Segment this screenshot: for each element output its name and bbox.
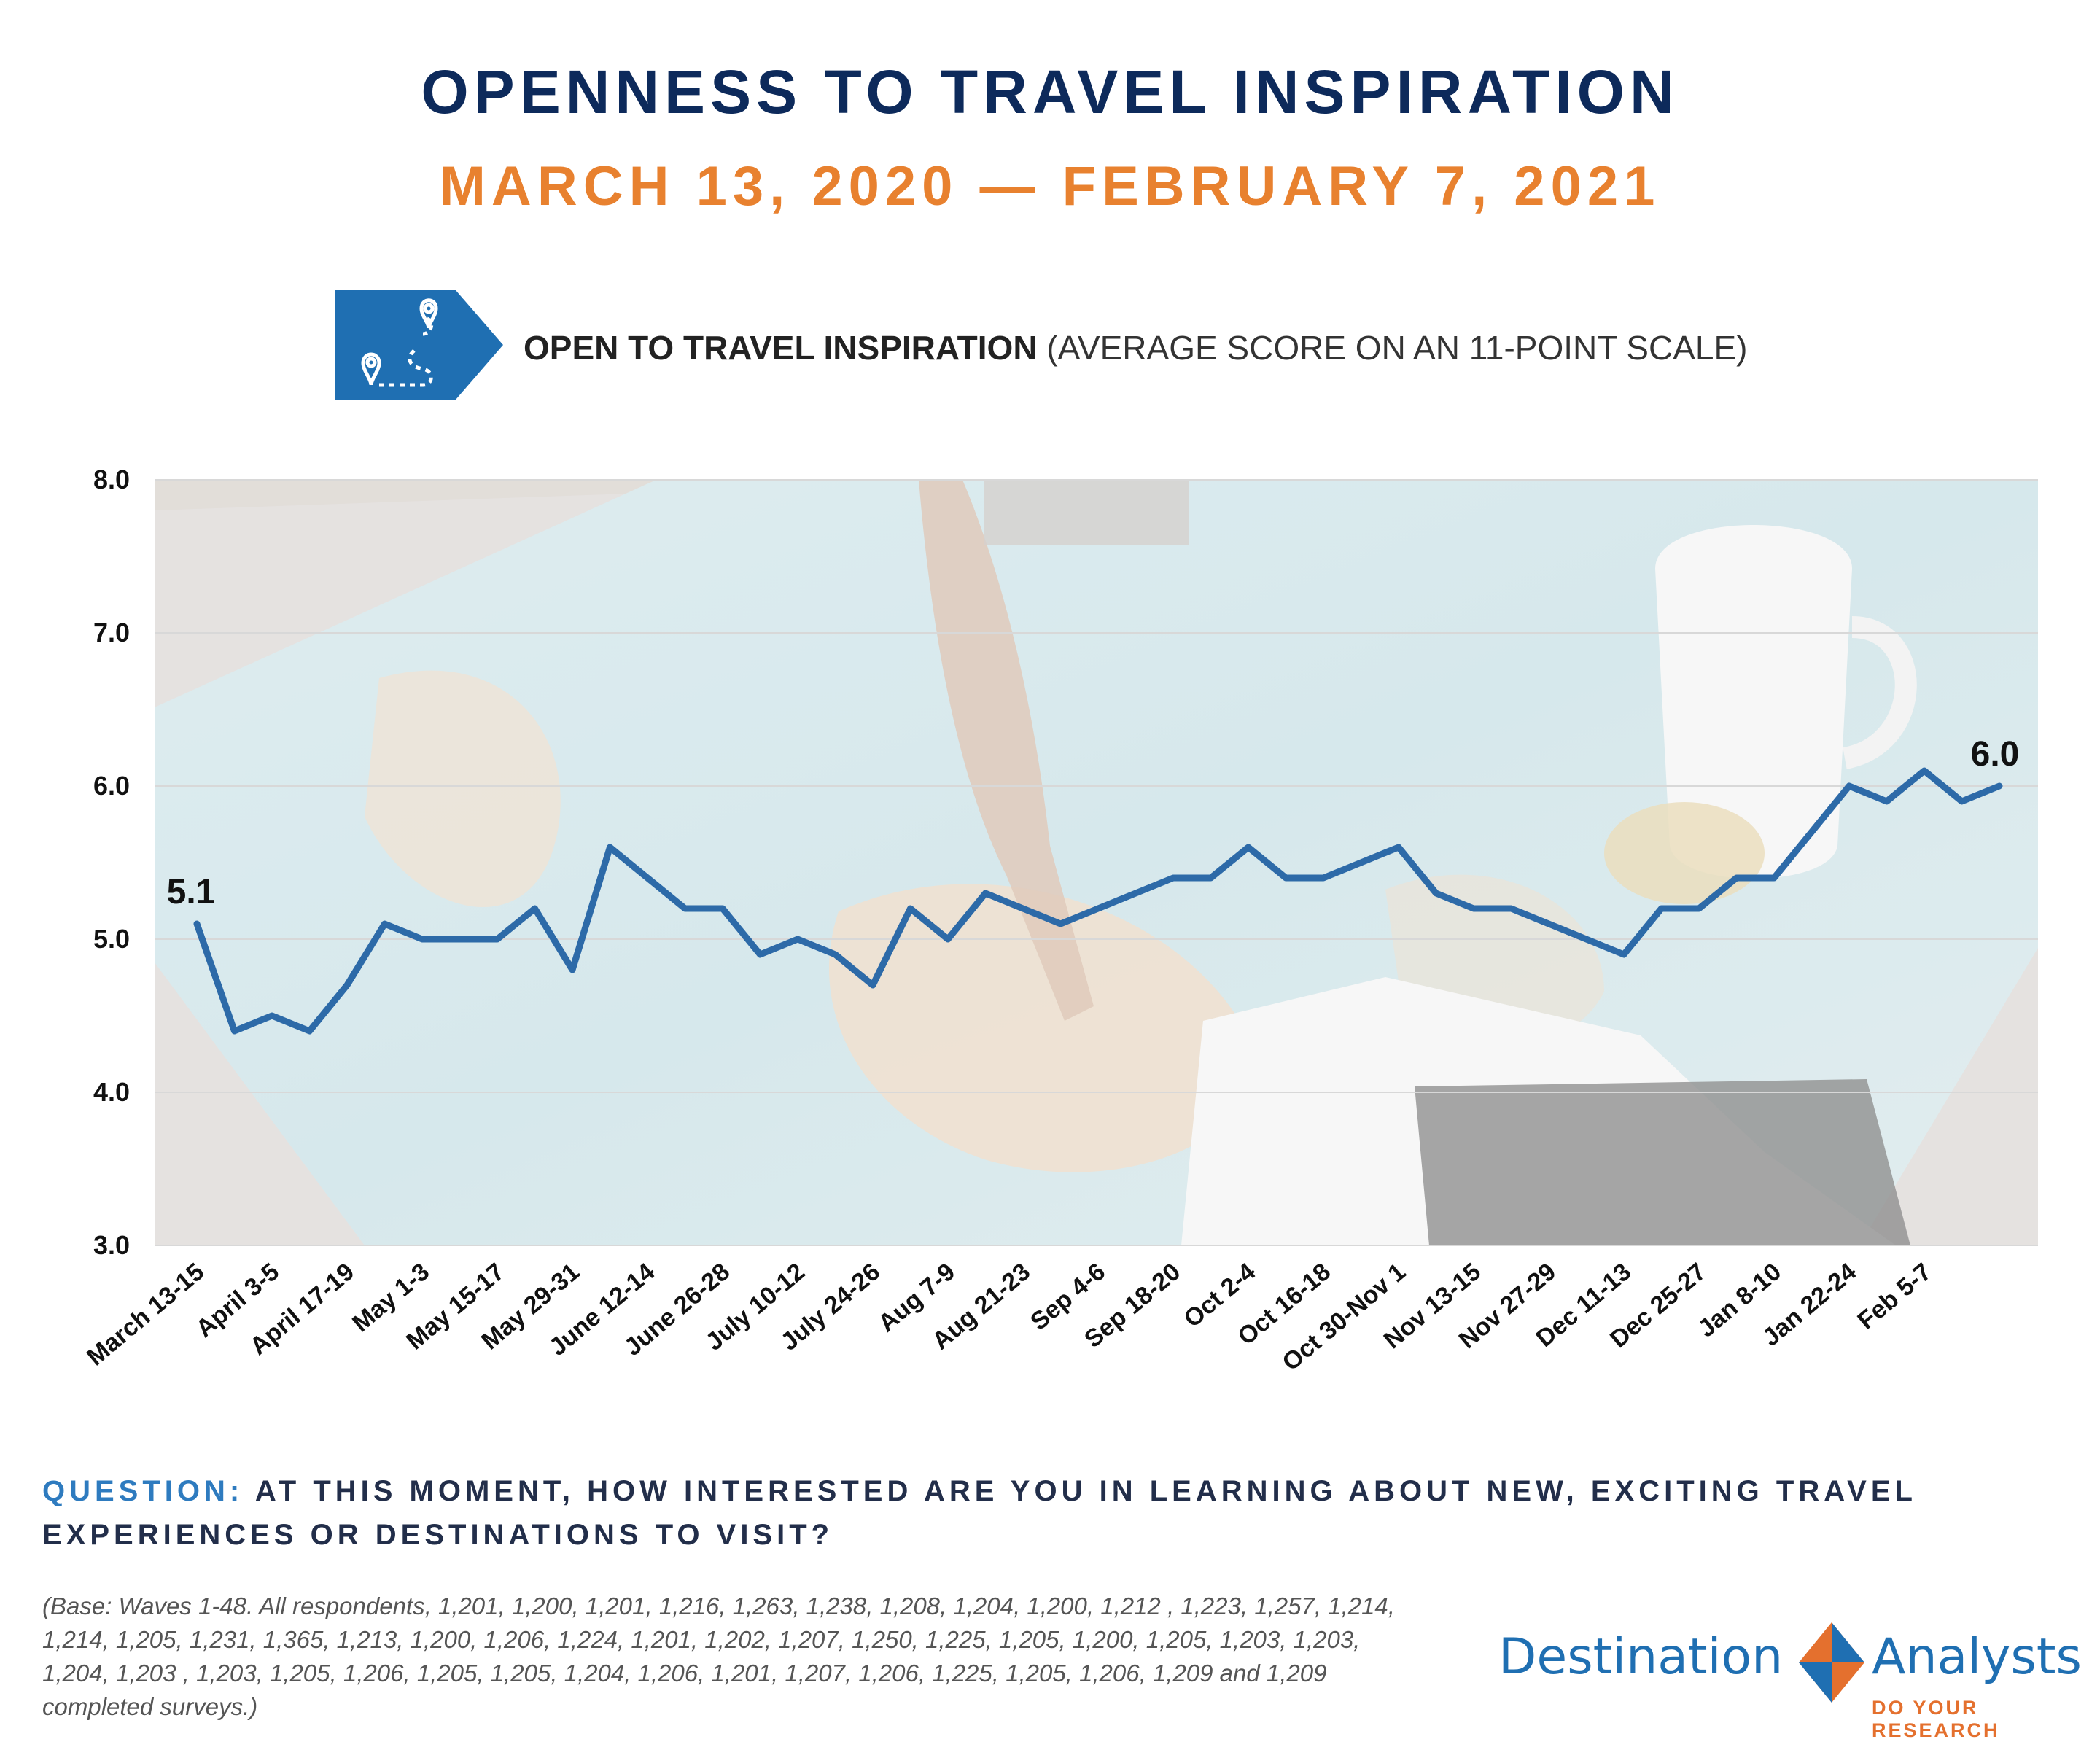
y-tick-label: 4.0: [93, 1077, 130, 1107]
data-point: [872, 984, 874, 986]
logo-diamond-icon: [1799, 1622, 1864, 1703]
company-logo: Destination Analysts DO YOUR RESEARCH: [1498, 1615, 2082, 1741]
y-tick-label: 3.0: [93, 1230, 130, 1260]
page-subtitle: MARCH 13, 2020 — FEBRUARY 7, 2021: [439, 155, 1661, 217]
series-points: [196, 770, 2000, 1032]
data-point: [1135, 892, 1136, 894]
plot-background-photo: [155, 480, 2038, 1245]
legend-badge: [335, 290, 503, 400]
page-title: OPENNESS TO TRAVEL INSPIRATION: [421, 58, 1679, 126]
base-note: (Base: Waves 1-48. All respondents, 1,20…: [42, 1592, 1395, 1720]
data-label: 6.0: [1971, 735, 2020, 774]
data-point: [1811, 831, 1812, 833]
route-map-pin-icon: [361, 298, 438, 387]
legend-label-rest: (AVERAGE SCORE ON AN 11-POINT SCALE): [1037, 329, 1748, 367]
question-label: QUESTION:: [42, 1475, 244, 1507]
data-point: [1248, 847, 1249, 848]
data-point: [421, 938, 423, 940]
data-point: [572, 969, 573, 971]
legend-label-bold: OPEN TO TRAVEL INSPIRATION: [524, 329, 1038, 367]
data-point: [1773, 877, 1775, 879]
data-point: [497, 938, 498, 940]
x-tick-label: March 13-15: [82, 1258, 209, 1371]
data-point: [1886, 801, 1887, 802]
data-point: [1210, 877, 1211, 879]
data-point: [1172, 877, 1174, 879]
data-point: [985, 892, 986, 894]
legend-label: OPEN TO TRAVEL INSPIRATION (AVERAGE SCOR…: [524, 328, 1747, 368]
data-point: [1999, 785, 2000, 787]
data-point: [196, 923, 198, 925]
data-point: [459, 938, 460, 940]
logo-word-right: Analysts: [1872, 1628, 2082, 1686]
data-point: [1586, 938, 1587, 940]
data-point: [309, 1030, 310, 1032]
data-point: [1736, 877, 1737, 879]
data-point: [1848, 785, 1850, 787]
y-tick-label: 7.0: [93, 618, 130, 648]
y-tick-label: 5.0: [93, 924, 130, 954]
logo-tagline: DO YOUR RESEARCH: [1872, 1697, 2000, 1741]
x-tick-label: Feb 5-7: [1853, 1258, 1937, 1335]
data-point: [1961, 801, 1962, 802]
y-tick-label: 6.0: [93, 771, 130, 801]
y-axis: 3.0 4.0 5.0 6.0 7.0 8.0: [93, 464, 130, 1260]
question-text: AT THIS MOMENT, HOW INTERESTED ARE YOU I…: [42, 1475, 1917, 1551]
logo-word-left: Destination: [1498, 1628, 1784, 1686]
survey-question: QUESTION: AT THIS MOMENT, HOW INTERESTED…: [42, 1469, 2011, 1557]
data-point: [384, 923, 385, 925]
data-point: [947, 938, 949, 940]
data-label: 5.1: [167, 873, 216, 911]
data-point: [1060, 923, 1061, 925]
data-point: [760, 954, 761, 955]
y-tick-label: 8.0: [93, 464, 130, 494]
data-point: [346, 984, 348, 986]
data-point: [1623, 954, 1625, 955]
data-labels: 5.1 6.0: [167, 735, 2020, 911]
data-point: [835, 954, 836, 955]
data-point: [234, 1030, 235, 1032]
data-point: [1323, 877, 1324, 879]
